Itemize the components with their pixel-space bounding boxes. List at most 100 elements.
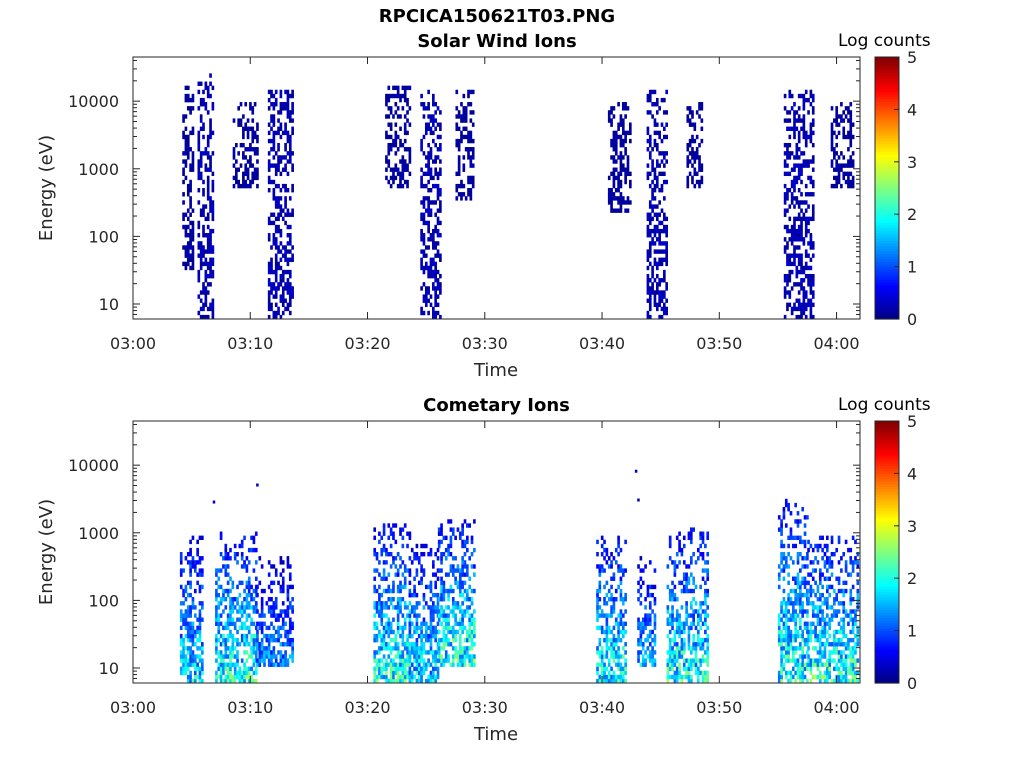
- heatmap-cell: [420, 576, 423, 581]
- heatmap-cell: [451, 613, 455, 618]
- heatmap-cell: [809, 122, 813, 127]
- heatmap-cell: [245, 666, 249, 672]
- heatmap-cell: [816, 609, 820, 614]
- heatmap-cell: [701, 568, 705, 573]
- heatmap-cell: [429, 188, 433, 193]
- heatmap-cell: [837, 130, 841, 136]
- heatmap-cell: [403, 674, 407, 680]
- heatmap-cell: [286, 302, 290, 308]
- heatmap-cell: [201, 678, 204, 684]
- heatmap-cell: [373, 637, 377, 643]
- heatmap-cell: [467, 89, 470, 95]
- colorbar-segment: [875, 303, 899, 307]
- heatmap-cell: [202, 290, 205, 295]
- heatmap-cell: [671, 658, 674, 663]
- heatmap-cell: [473, 654, 476, 659]
- heatmap-cell: [787, 678, 790, 684]
- heatmap-cell: [603, 547, 606, 553]
- heatmap-cell: [413, 592, 416, 598]
- heatmap-cell: [675, 552, 679, 557]
- heatmap-cell: [281, 302, 285, 308]
- colorbar-segment: [875, 266, 899, 270]
- heatmap-cell: [247, 584, 251, 590]
- heatmap-cell: [245, 580, 249, 586]
- heatmap-cell: [224, 547, 228, 553]
- heatmap-cell: [288, 601, 292, 606]
- heatmap-cell: [797, 290, 801, 295]
- heatmap-cell: [410, 650, 414, 655]
- heatmap-cell: [204, 286, 208, 291]
- heatmap-cell: [392, 560, 395, 565]
- heatmap-cell: [607, 646, 611, 651]
- heatmap-cell: [830, 617, 834, 622]
- heatmap-cell: [621, 633, 625, 639]
- heatmap-cell: [605, 625, 609, 631]
- colorbar-segment: [875, 80, 899, 84]
- heatmap-cell: [389, 126, 393, 131]
- heatmap-cell: [226, 654, 230, 659]
- heatmap-cell: [399, 564, 402, 569]
- heatmap-cell: [182, 167, 185, 172]
- heatmap-cell: [777, 670, 781, 676]
- heatmap-cell: [466, 605, 469, 610]
- heatmap-cell: [424, 196, 428, 201]
- colorbar-segment: [875, 161, 899, 166]
- heatmap-cell: [279, 212, 283, 217]
- heatmap-cell: [811, 658, 815, 663]
- heatmap-cell: [434, 142, 437, 148]
- heatmap-cell: [182, 114, 185, 119]
- heatmap-cell: [704, 658, 707, 663]
- heatmap-cell: [291, 102, 294, 107]
- heatmap-cell: [809, 588, 813, 594]
- heatmap-cell: [646, 290, 650, 295]
- heatmap-cell: [800, 257, 803, 262]
- heatmap-cell: [432, 237, 435, 242]
- heatmap-cell: [222, 633, 225, 639]
- heatmap-cell: [422, 658, 426, 663]
- heatmap-cell: [783, 118, 787, 123]
- heatmap-cell: [442, 597, 446, 602]
- heatmap-cell: [247, 666, 251, 672]
- heatmap-cell: [833, 666, 836, 672]
- heatmap-cell: [211, 171, 215, 177]
- heatmap-cell: [189, 228, 192, 234]
- heatmap-cell: [242, 155, 245, 160]
- heatmap-cell: [668, 597, 672, 602]
- heatmap-cell: [429, 674, 433, 680]
- heatmap-cell: [403, 179, 407, 185]
- heatmap-cell: [272, 613, 276, 618]
- heatmap-cell: [793, 175, 796, 181]
- heatmap-cell: [406, 110, 409, 115]
- heatmap-cell: [783, 237, 787, 242]
- heatmap-cell: [648, 560, 652, 565]
- heatmap-cell: [823, 560, 827, 565]
- heatmap-cell: [206, 314, 210, 320]
- heatmap-cell: [655, 261, 659, 267]
- heatmap-cell: [686, 147, 690, 152]
- heatmap-cell: [415, 678, 419, 684]
- heatmap-cell: [229, 556, 232, 561]
- heatmap-cell: [242, 171, 245, 177]
- heatmap-cell: [382, 637, 386, 643]
- x-tick-label: 03:50: [696, 334, 742, 353]
- heatmap-cell: [281, 654, 285, 659]
- heatmap-cell: [243, 666, 246, 672]
- heatmap-cell: [385, 114, 388, 119]
- heatmap-cell: [179, 617, 183, 622]
- heatmap-cell: [399, 601, 402, 606]
- heatmap-cell: [653, 298, 657, 303]
- heatmap-cell: [237, 106, 241, 111]
- heatmap-cell: [844, 588, 848, 594]
- colorbar-frame: [874, 56, 900, 320]
- heatmap-cell: [226, 633, 230, 639]
- heatmap-cell: [807, 265, 810, 271]
- heatmap-cell: [429, 114, 433, 119]
- heatmap-cell: [182, 613, 185, 618]
- heatmap-cell: [607, 188, 611, 193]
- heatmap-cell: [279, 613, 283, 618]
- heatmap-cell: [470, 629, 474, 635]
- heatmap-cell: [665, 298, 668, 303]
- colorbar-segment: [875, 206, 899, 210]
- heatmap-cell: [646, 110, 650, 115]
- heatmap-cell: [254, 605, 258, 610]
